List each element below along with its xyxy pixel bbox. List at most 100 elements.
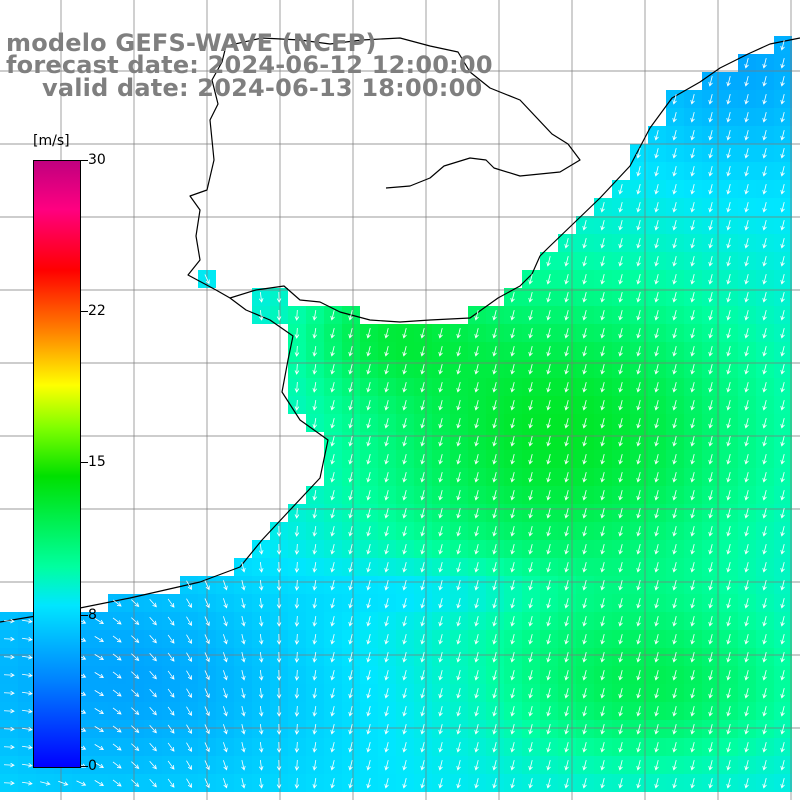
wind-arrow	[474, 382, 479, 393]
wind-arrow	[708, 688, 713, 699]
wind-arrow	[762, 346, 767, 357]
wind-arrow	[618, 598, 623, 609]
wind-arrow	[258, 669, 264, 681]
wind-arrow	[330, 382, 335, 393]
wind-arrow	[474, 688, 479, 699]
wind-arrow	[672, 652, 677, 663]
wind-arrow	[131, 743, 140, 751]
wind-arrow	[744, 202, 749, 213]
wind-arrow	[223, 670, 228, 681]
wind-arrow	[456, 382, 461, 393]
wind-arrow	[348, 562, 353, 573]
wind-arrow	[276, 669, 282, 681]
wind-arrow	[654, 166, 659, 177]
wind-arrow	[330, 346, 335, 357]
wind-arrow	[672, 256, 677, 267]
wind-arrow	[294, 687, 300, 699]
wind-arrow	[258, 687, 264, 699]
wind-arrow	[528, 616, 533, 627]
wind-arrow	[726, 94, 731, 105]
wind-arrow	[780, 400, 785, 411]
wind-arrow	[582, 472, 587, 483]
wind-arrow	[726, 778, 731, 789]
wind-arrow	[149, 778, 157, 788]
wind-arrow	[420, 724, 425, 735]
wind-arrow	[330, 580, 335, 591]
wind-arrow	[402, 382, 407, 393]
wind-arrow	[744, 364, 749, 375]
wind-arrow	[294, 741, 300, 753]
wind-arrow	[528, 490, 533, 501]
wind-arrow	[456, 526, 461, 537]
wind-arrow	[510, 580, 515, 591]
wind-arrow	[744, 562, 749, 573]
wind-arrow	[348, 436, 353, 447]
wind-arrow	[564, 418, 569, 429]
wind-arrow	[167, 778, 175, 788]
wind-arrow	[582, 328, 587, 339]
wind-arrow	[492, 616, 497, 627]
wind-arrow	[636, 472, 641, 483]
wind-arrow	[708, 634, 713, 645]
wind-arrow	[780, 580, 785, 591]
wind-arrow	[438, 508, 443, 519]
wind-arrow	[744, 688, 749, 699]
wind-arrow	[294, 669, 300, 681]
wind-arrow	[708, 202, 713, 213]
wind-arrow	[708, 670, 713, 681]
wind-arrow	[636, 418, 641, 429]
wind-arrow	[618, 760, 623, 771]
wind-arrow	[690, 328, 695, 339]
wind-arrow	[510, 724, 515, 735]
wind-arrow	[366, 346, 371, 357]
wind-arrow	[276, 579, 282, 591]
wind-arrow	[276, 597, 282, 609]
wind-arrow	[690, 202, 695, 213]
wind-arrow	[672, 238, 677, 249]
wind-arrow	[600, 454, 605, 465]
wind-arrow	[744, 472, 749, 483]
wind-arrow	[690, 688, 695, 699]
wind-arrow	[690, 274, 695, 285]
wind-arrow	[744, 310, 749, 321]
wind-arrow	[654, 544, 659, 555]
wind-arrow	[690, 94, 695, 105]
wind-arrow	[690, 562, 695, 573]
wind-arrow	[672, 220, 677, 231]
wind-arrow	[420, 364, 425, 375]
wind-arrow	[223, 742, 228, 753]
wind-arrow	[546, 760, 551, 771]
wind-arrow	[510, 760, 515, 771]
wind-arrow	[600, 778, 605, 789]
wind-arrow	[528, 706, 533, 717]
wind-arrow	[402, 508, 407, 519]
wind-arrow	[690, 112, 695, 123]
wind-arrow	[708, 508, 713, 519]
wind-arrow	[492, 310, 497, 321]
wind-arrow	[438, 364, 443, 375]
wind-arrow	[241, 634, 246, 645]
wind-arrow	[744, 238, 749, 249]
wind-arrow	[780, 634, 785, 645]
wind-arrow	[186, 706, 192, 717]
wind-arrow	[636, 346, 641, 357]
wind-arrow	[167, 688, 175, 698]
wind-arrow	[726, 634, 731, 645]
wind-arrow	[510, 328, 515, 339]
wind-arrow	[780, 130, 785, 141]
wind-arrow	[690, 778, 695, 789]
wind-arrow	[564, 238, 569, 249]
wind-arrow	[348, 742, 353, 753]
wind-arrow	[21, 655, 33, 660]
wind-arrow	[582, 652, 587, 663]
wind-arrow	[636, 148, 641, 159]
colorbar-tick-label: 15	[88, 454, 106, 470]
wind-arrow	[726, 616, 731, 627]
wind-arrow	[241, 670, 246, 681]
colorbar-tick-label: 22	[88, 303, 106, 319]
wind-arrow	[690, 670, 695, 681]
wind-arrow	[708, 94, 713, 105]
wind-arrow	[564, 436, 569, 447]
wind-arrow	[582, 418, 587, 429]
coastline	[0, 37, 800, 623]
